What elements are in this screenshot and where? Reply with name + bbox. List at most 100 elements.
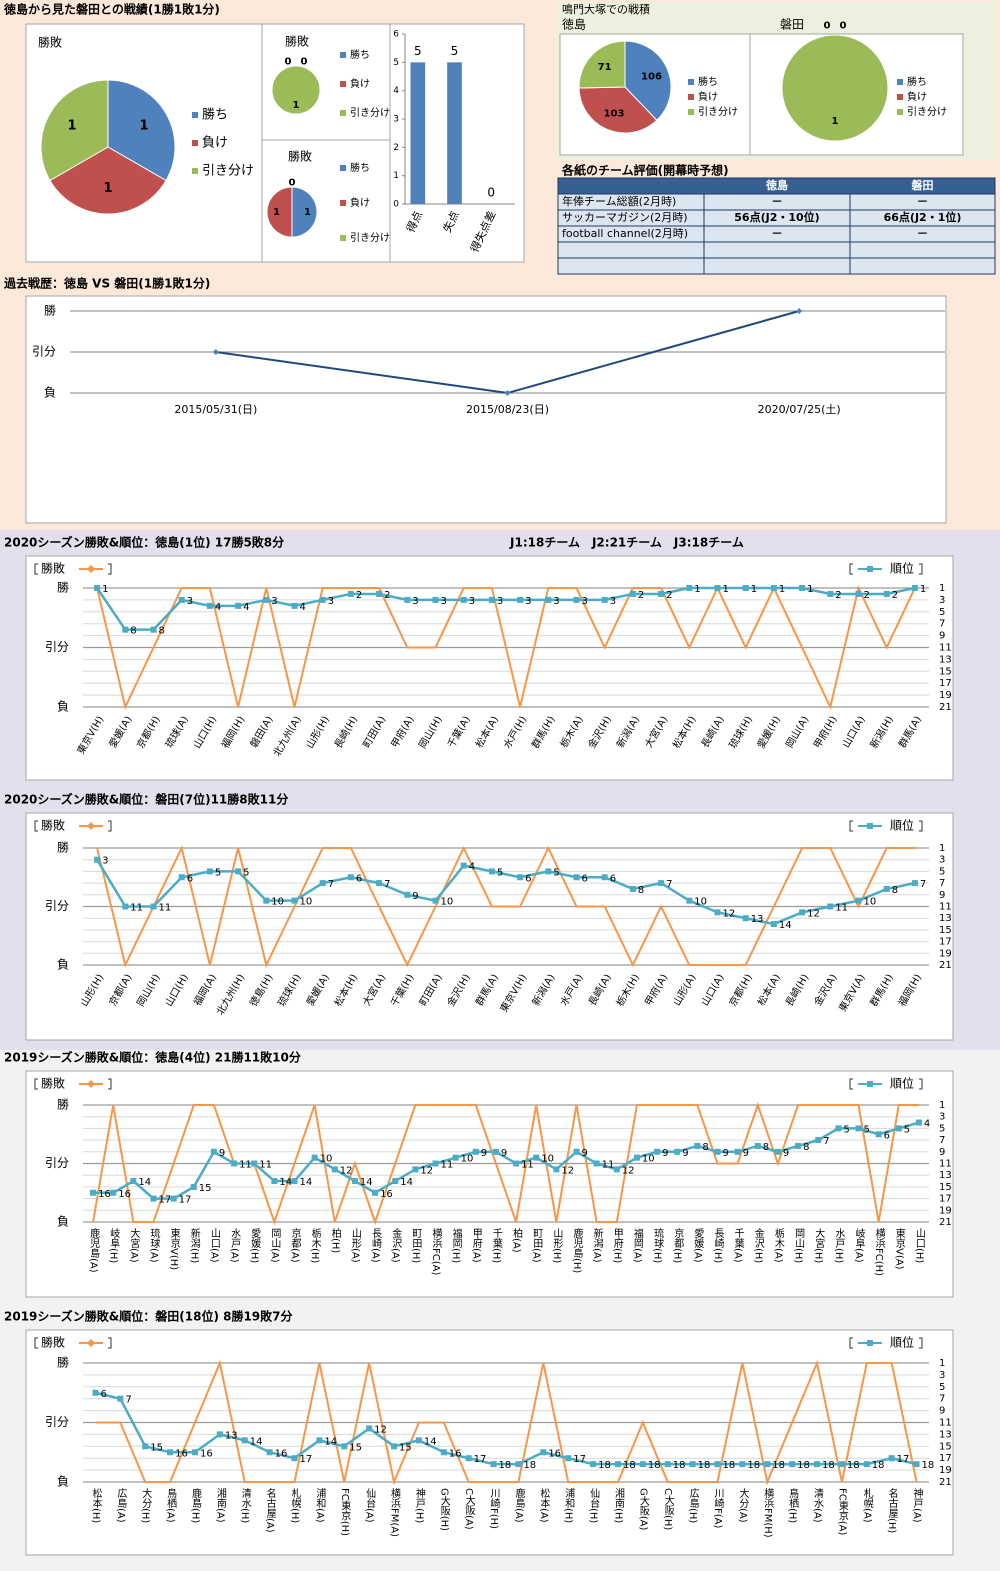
x-tick-label: 2020/07/25(土) <box>758 403 841 416</box>
data-label: 12 <box>374 1424 387 1435</box>
series-line <box>93 1121 920 1200</box>
x-tick-label: 横浜FC(H) <box>873 1227 885 1276</box>
x-tick-label: 神戸(H) <box>413 1487 425 1524</box>
data-label: 8 <box>130 626 136 637</box>
chart-box <box>25 1329 954 1556</box>
marker <box>150 626 157 633</box>
marker <box>883 590 890 597</box>
y2-tick-label: 7 <box>939 878 945 889</box>
y2-tick-label: 15 <box>939 925 952 936</box>
data-label: 9 <box>501 1148 507 1159</box>
legend-label: 順位 <box>890 561 914 576</box>
data-label: 10 <box>541 1154 554 1165</box>
marker <box>191 1449 198 1456</box>
x-tick-label: 山形(A) <box>349 1228 361 1263</box>
data-label: 2 <box>892 590 898 601</box>
data-label: 16 <box>275 1448 288 1459</box>
data-label: 1 <box>751 584 757 595</box>
data-label: 8 <box>803 1142 809 1153</box>
pie-slice <box>781 34 889 142</box>
marker <box>122 626 129 633</box>
data-label: 14 <box>250 1436 263 1447</box>
marker <box>291 1455 298 1462</box>
marker <box>694 1142 701 1149</box>
data-label: 6 <box>610 873 616 884</box>
marker <box>734 1148 741 1155</box>
table-text: － <box>772 195 783 208</box>
data-label: 7 <box>125 1395 131 1406</box>
legend-label: 引き分け <box>350 107 390 119</box>
marker <box>452 1154 459 1161</box>
marker <box>573 596 580 603</box>
x-tick-label: 湘南(A) <box>214 1487 226 1523</box>
data-label: 18 <box>797 1460 810 1471</box>
legend-swatch <box>340 110 346 116</box>
data-label: 0 <box>289 178 296 189</box>
marker <box>347 590 354 597</box>
y-tick-label: 0 <box>393 200 399 210</box>
marker <box>206 602 213 609</box>
y2-tick-label: 17 <box>939 678 952 689</box>
marker <box>266 1449 273 1456</box>
y2-tick-label: 5 <box>939 1382 945 1393</box>
x-tick-label: 柏(A) <box>511 1227 523 1253</box>
data-label: 0 <box>840 20 847 31</box>
x-tick-label: 神戸(A) <box>911 1487 923 1523</box>
legend-marker <box>867 1081 873 1087</box>
x-tick-label: 千葉(H) <box>490 1228 502 1264</box>
data-label: 14 <box>279 1177 292 1188</box>
x-tick-label: 金沢(A) <box>390 1227 402 1263</box>
marker <box>789 1461 796 1468</box>
legend-swatch <box>688 109 694 115</box>
table-cell <box>557 241 705 259</box>
data-label: 18 <box>822 1460 835 1471</box>
data-label: 0 <box>285 57 292 68</box>
x-tick-label: 鹿島(H) <box>189 1487 201 1524</box>
marker <box>714 1148 721 1155</box>
y-tick-label: 3 <box>393 115 399 125</box>
data-label: 1 <box>694 584 700 595</box>
series-line <box>96 859 916 926</box>
y2-tick-label: 5 <box>939 607 945 618</box>
data-label: 4 <box>215 602 221 613</box>
x-tick-label: 琉球(A) <box>148 1227 160 1263</box>
data-label: 17 <box>573 1454 586 1465</box>
data-label: 17 <box>159 1195 172 1206</box>
data-label: 17 <box>300 1454 313 1465</box>
data-label: 6 <box>356 873 362 884</box>
marker <box>513 1160 520 1167</box>
series-line <box>96 584 916 711</box>
x-tick-label: 京都(H) <box>672 1227 684 1264</box>
marker <box>614 1461 621 1468</box>
legend-swatch <box>688 79 694 85</box>
data-label: 11 <box>239 1160 252 1171</box>
marker <box>178 596 185 603</box>
y-tick-label: 引分 <box>32 345 56 359</box>
y-tick-label: 引分 <box>45 899 69 913</box>
x-tick-label: 浦和(A) <box>314 1487 326 1523</box>
data-label: 0 <box>824 20 831 31</box>
chart-subtitle: J1:18チーム J2:21チーム J3:18チーム <box>509 536 744 550</box>
legend-label: 負け <box>907 91 927 103</box>
data-label: 4 <box>924 1119 930 1130</box>
x-tick-label: 松本(A) <box>538 1487 550 1523</box>
data-label: 1 <box>103 181 112 196</box>
x-tick-label: 仙台(H) <box>588 1487 600 1524</box>
x-tick-label: 長崎(A) <box>370 1228 382 1263</box>
y2-tick-label: 21 <box>939 1477 952 1488</box>
series-line <box>95 1359 918 1486</box>
x-tick-label: 川崎F(A) <box>712 1488 724 1528</box>
data-label: 1 <box>139 119 148 134</box>
x-tick-label: 栃木(A) <box>772 1227 784 1263</box>
y2-tick-label: 11 <box>939 643 952 654</box>
pie-slice <box>291 186 318 238</box>
x-tick-label: 甲府(A) <box>470 1228 482 1263</box>
x-tick-label: 2015/05/31(日) <box>174 403 257 416</box>
data-label: 3 <box>497 596 503 607</box>
marker <box>658 880 665 887</box>
x-tick-label: 仙台(A) <box>364 1487 376 1523</box>
data-label: 12 <box>561 1165 574 1176</box>
y2-tick-label: 11 <box>939 1418 952 1429</box>
y2-tick-label: 17 <box>939 937 952 948</box>
data-label: 14 <box>424 1436 437 1447</box>
